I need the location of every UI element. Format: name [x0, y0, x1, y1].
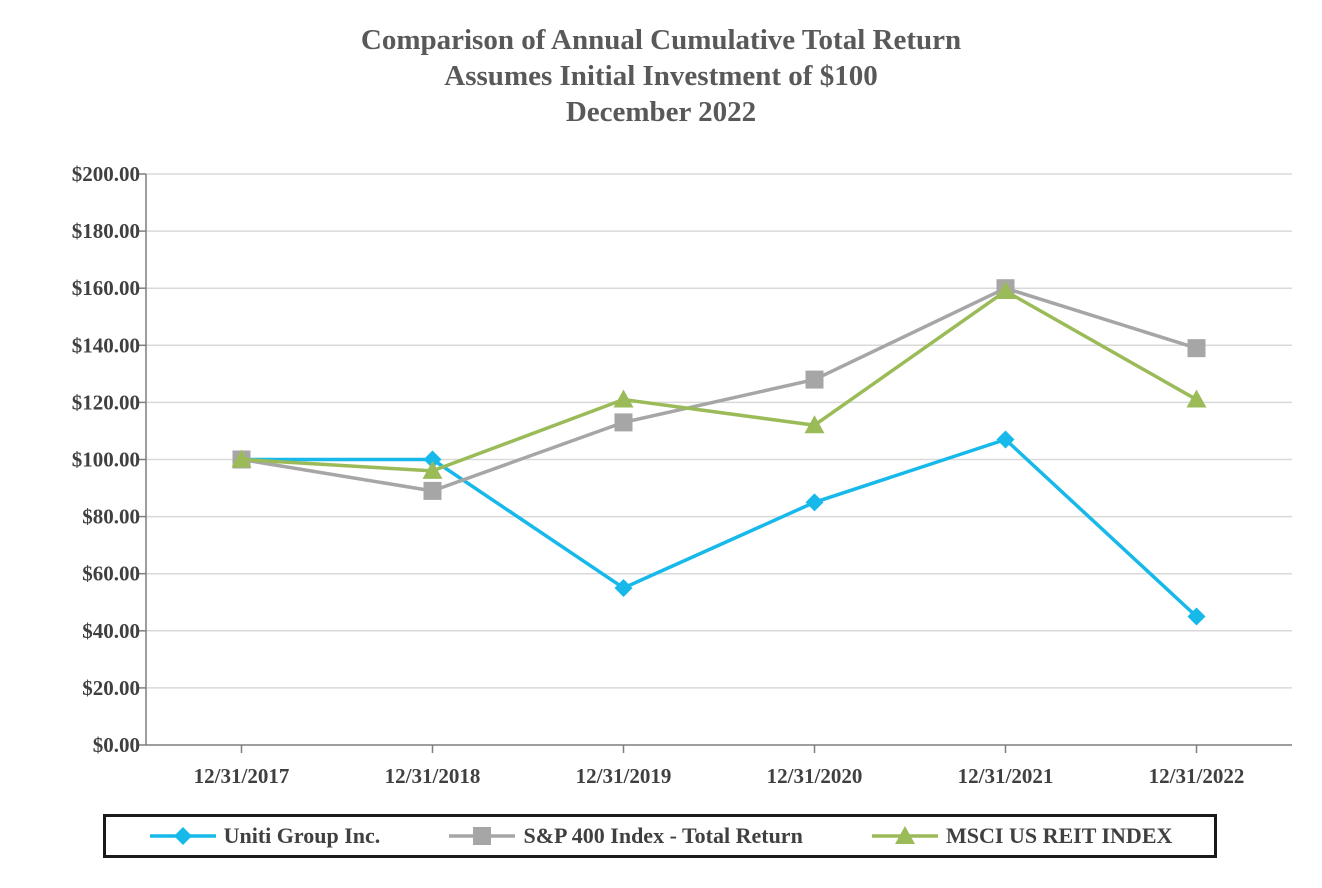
data-point-square [614, 413, 633, 432]
x-tick-label: 12/31/2022 [1149, 764, 1245, 788]
series-line [241, 289, 1198, 473]
legend-swatch-uniti [149, 827, 216, 845]
data-point-triangle [613, 389, 634, 408]
series-line [241, 437, 1198, 618]
y-tick-label: $20.00 [82, 676, 140, 700]
y-tick-label: $40.00 [82, 619, 140, 643]
data-point-diamond [173, 827, 192, 845]
series-1 [232, 279, 1206, 500]
data-point-square [805, 370, 824, 389]
chart-title: Comparison of Annual Cumulative Total Re… [0, 22, 1322, 130]
legend-label-uniti: Uniti Group Inc. [223, 823, 381, 848]
legend-item-uniti: Uniti Group Inc. [148, 823, 381, 849]
chart-title-line-3: December 2022 [565, 96, 757, 128]
data-point-diamond [614, 578, 633, 597]
legend-item-sp400: S&P 400 Index - Total Return [447, 823, 803, 849]
y-tick-label: $140.00 [72, 333, 140, 357]
y-tick-label: $180.00 [72, 219, 140, 243]
legend-swatch-msci-reit [872, 826, 939, 844]
data-point-diamond [423, 450, 442, 469]
series-0 [232, 430, 1206, 626]
data-point-triangle [231, 449, 252, 468]
chart-title-line-2: Assumes Initial Investment of $100 [444, 60, 878, 92]
legend-label-msci-reit: MSCI US REIT INDEX [946, 823, 1173, 848]
x-tick-label: 12/31/2017 [194, 764, 290, 788]
data-point-triangle [895, 826, 916, 844]
y-tick-label: $100.00 [72, 448, 140, 472]
data-point-diamond [1187, 607, 1206, 626]
y-tick-label: $200.00 [72, 162, 140, 186]
data-point-square [473, 827, 492, 845]
data-point-diamond [805, 493, 824, 512]
y-axis-tick-labels: $0.00 $20.00 $40.00 $60.00 $80.00 $100.00 $120… [72, 162, 140, 757]
axes [139, 173, 1292, 753]
legend-swatch-sp400 [449, 827, 516, 845]
data-point-triangle [1186, 389, 1207, 408]
x-tick-label: 12/31/2018 [385, 764, 481, 788]
series-line [241, 286, 1198, 493]
legend: Uniti Group Inc. S&P 400 Index - Total R… [103, 814, 1217, 858]
y-tick-label: $60.00 [82, 562, 140, 586]
legend-label-sp400: S&P 400 Index - Total Return [523, 823, 803, 848]
data-point-diamond [996, 430, 1015, 449]
gridlines [146, 173, 1292, 689]
y-tick-label: $160.00 [72, 276, 140, 300]
x-axis-tick-labels: 12/31/2017 12/31/2018 12/31/2019 12/31/2020… [194, 764, 1245, 788]
data-point-triangle [422, 460, 443, 479]
line-chart: $0.00 $20.00 $40.00 $60.00 $80.00 $100.00 $120… [72, 162, 1292, 788]
data-point-triangle [995, 281, 1016, 300]
legend-item-msci-reit: MSCI US REIT INDEX [870, 823, 1172, 849]
data-point-triangle [804, 415, 825, 434]
x-tick-label: 12/31/2021 [958, 764, 1054, 788]
y-tick-label: $120.00 [72, 390, 140, 414]
x-tick-label: 12/31/2019 [576, 764, 672, 788]
data-point-square [1187, 339, 1206, 358]
y-tick-label: $0.00 [93, 733, 140, 757]
series-lines [231, 279, 1207, 626]
series-2 [231, 281, 1207, 479]
chart-title-line-1: Comparison of Annual Cumulative Total Re… [360, 24, 962, 56]
data-point-square [423, 481, 442, 500]
y-tick-label: $80.00 [82, 505, 140, 529]
x-tick-label: 12/31/2020 [767, 764, 863, 788]
